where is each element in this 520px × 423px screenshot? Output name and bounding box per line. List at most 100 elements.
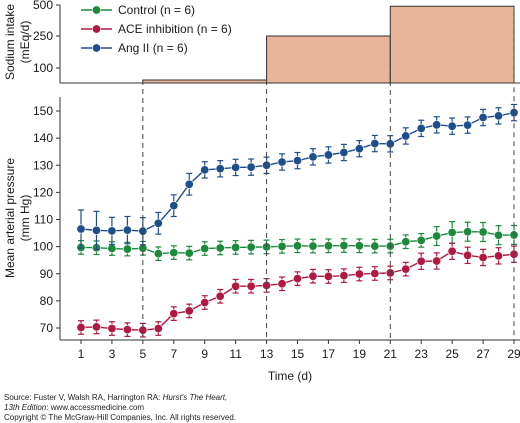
sodium-step-3 <box>389 5 515 84</box>
data-point <box>308 271 318 281</box>
data-point <box>231 162 241 172</box>
data-point <box>478 227 488 237</box>
data-point <box>478 252 488 262</box>
top-y-label-line1: Sodium intake <box>3 4 17 80</box>
data-point <box>323 150 333 160</box>
data-point <box>153 324 163 334</box>
x-axis-label: Time (d) <box>268 369 312 383</box>
data-point <box>463 227 473 237</box>
top-y-tick-label-100: 100 <box>33 61 53 75</box>
data-point <box>370 139 380 149</box>
data-point <box>184 248 194 258</box>
data-point <box>200 165 210 175</box>
data-point <box>107 324 117 334</box>
y-tick-label-100: 100 <box>33 240 53 254</box>
legend-marker-2 <box>92 24 102 34</box>
data-point <box>401 237 411 247</box>
copyright-line: Copyright © The McGraw-Hill Companies, I… <box>4 413 236 423</box>
data-point <box>323 241 333 251</box>
x-tick-label-7: 7 <box>170 347 177 361</box>
data-point <box>246 162 256 172</box>
x-tick-label-5: 5 <box>140 347 147 361</box>
data-point <box>416 123 426 133</box>
data-point <box>447 121 457 131</box>
data-point <box>308 152 318 162</box>
data-point <box>169 248 179 258</box>
y-tick-label-140: 140 <box>33 131 53 145</box>
sodium-intake-panel: 100 250 500 <box>33 0 520 84</box>
source-title: Hurst's The Heart, <box>162 393 228 402</box>
y-tick-label-150: 150 <box>33 104 53 118</box>
legend: Control (n = 6) ACE inhibition (n = 6) Ang… <box>81 3 232 55</box>
data-point <box>246 281 256 291</box>
data-point <box>463 250 473 260</box>
data-point <box>153 249 163 259</box>
data-point <box>91 225 101 235</box>
x-tick-label-19: 19 <box>353 347 367 361</box>
data-point <box>153 218 163 228</box>
source-line-1: Source: Fuster V, Walsh RA, Harrington R… <box>4 393 227 403</box>
data-point <box>122 325 132 335</box>
data-point <box>231 242 241 252</box>
x-tick-label-1: 1 <box>78 347 85 361</box>
data-point <box>354 144 364 154</box>
sodium-step-2 <box>266 35 391 84</box>
data-point <box>200 298 210 308</box>
data-point <box>184 179 194 189</box>
top-y-tick-label-500: 500 <box>33 0 53 12</box>
x-tick-label-15: 15 <box>291 347 305 361</box>
top-y-label-line2: (mEq/d) <box>18 21 32 64</box>
data-point <box>215 243 225 253</box>
data-point <box>463 120 473 130</box>
axes-labels: Sodium intake (mEq/d) Mean arterial pres… <box>3 4 312 383</box>
data-point <box>277 157 287 167</box>
data-point <box>246 242 256 252</box>
data-point <box>91 322 101 332</box>
copyright-text: Copyright © The McGraw-Hill Companies, I… <box>4 413 237 422</box>
legend-marker-3 <box>92 43 102 53</box>
data-point <box>122 225 132 235</box>
legend-marker-1 <box>92 5 102 15</box>
y-tick-label-110: 110 <box>34 213 53 227</box>
data-point <box>122 244 132 254</box>
y-tick-label-70: 70 <box>40 321 54 335</box>
data-point <box>76 322 86 332</box>
top-y-tick-label-250: 250 <box>33 29 53 43</box>
data-point <box>339 271 349 281</box>
data-point <box>354 269 364 279</box>
data-point <box>432 231 442 241</box>
data-point <box>107 244 117 254</box>
data-point <box>231 281 241 291</box>
y-tick-label-80: 80 <box>40 294 54 308</box>
data-point <box>416 235 426 245</box>
day-dividers <box>142 6 515 340</box>
legend-label-1: Control (n = 6) <box>118 3 195 17</box>
data-point <box>323 271 333 281</box>
x-tick-label-11: 11 <box>229 347 242 361</box>
data-point <box>292 274 302 284</box>
data-point <box>292 156 302 166</box>
y-tick-label-130: 130 <box>33 158 53 172</box>
data-point <box>107 226 117 236</box>
data-point <box>401 131 411 141</box>
data-point <box>354 241 364 251</box>
x-tick-label-3: 3 <box>109 347 116 361</box>
series-line <box>80 111 515 232</box>
data-point <box>200 244 210 254</box>
data-point <box>339 241 349 251</box>
source-line-2: 13th Edition: www.accessmedicine.com <box>4 403 144 413</box>
x-tick-label-27: 27 <box>476 347 490 361</box>
source-edition: 13th Edition <box>4 403 47 412</box>
data-point <box>478 113 488 123</box>
x-tick-label-13: 13 <box>260 347 274 361</box>
x-tick-label-21: 21 <box>384 347 398 361</box>
data-point <box>494 230 504 240</box>
data-point <box>292 241 302 251</box>
data-point <box>370 268 380 278</box>
data-point <box>215 291 225 301</box>
data-point <box>215 164 225 174</box>
data-point <box>184 306 194 316</box>
x-tick-label-9: 9 <box>201 347 208 361</box>
